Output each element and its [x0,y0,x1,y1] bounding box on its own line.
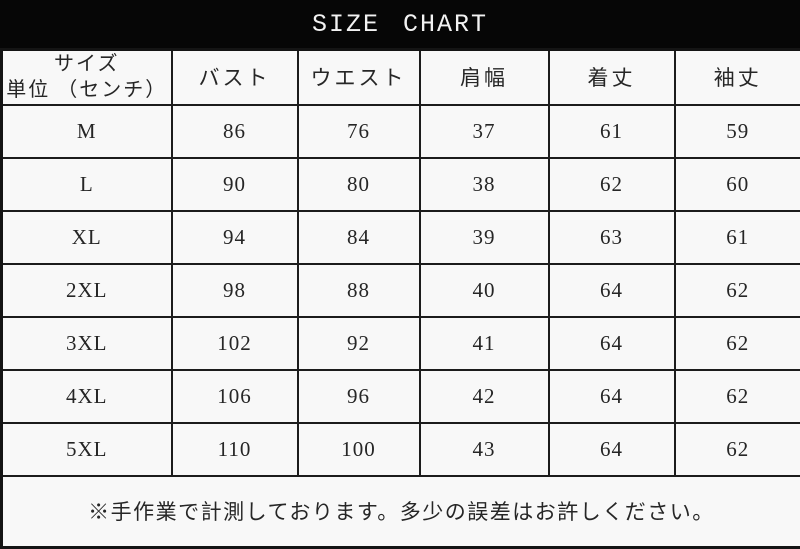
waist-value-cell: 92 [298,317,420,370]
waist-value-cell: 96 [298,370,420,423]
shoulder-value-cell: 40 [420,264,549,317]
bust-value-cell: 86 [172,105,298,158]
size-label-cell: 4XL [2,370,172,423]
column-header-0: バスト [172,50,298,105]
unit-header-label: 単位 （センチ） [3,77,171,103]
column-header-1: ウエスト [298,50,420,105]
column-header-4: 袖丈 [675,50,800,105]
size-unit-header: サイズ 単位 （センチ） [2,50,172,105]
column-header-2: 肩幅 [420,50,549,105]
bust-value-cell: 106 [172,370,298,423]
length-value-cell: 61 [549,105,675,158]
shoulder-value-cell: 38 [420,158,549,211]
size-label-cell: L [2,158,172,211]
header-row: サイズ 単位 （センチ） バストウエスト肩幅着丈袖丈 [2,50,800,105]
size-header-label: サイズ [3,51,171,77]
sleeve-value-cell: 59 [675,105,800,158]
size-label-cell: XL [2,211,172,264]
length-value-cell: 64 [549,264,675,317]
shoulder-value-cell: 39 [420,211,549,264]
waist-value-cell: 80 [298,158,420,211]
length-value-cell: 64 [549,423,675,476]
footer-note: ※手作業で計測しております。多少の誤差はお許しください。 [2,476,800,548]
footer-row: ※手作業で計測しております。多少の誤差はお許しください。 [2,476,800,548]
bust-value-cell: 94 [172,211,298,264]
length-value-cell: 62 [549,158,675,211]
sleeve-value-cell: 60 [675,158,800,211]
sleeve-value-cell: 62 [675,317,800,370]
waist-value-cell: 88 [298,264,420,317]
shoulder-value-cell: 42 [420,370,549,423]
sleeve-value-cell: 61 [675,211,800,264]
sleeve-value-cell: 62 [675,264,800,317]
size-label-cell: 3XL [2,317,172,370]
shoulder-value-cell: 41 [420,317,549,370]
bust-value-cell: 98 [172,264,298,317]
size-label-cell: 5XL [2,423,172,476]
title-bar: SIZE CHART [0,0,800,48]
size-label-cell: 2XL [2,264,172,317]
length-value-cell: 63 [549,211,675,264]
bust-value-cell: 90 [172,158,298,211]
bust-value-cell: 102 [172,317,298,370]
length-value-cell: 64 [549,370,675,423]
length-value-cell: 64 [549,317,675,370]
sleeve-value-cell: 62 [675,423,800,476]
bust-value-cell: 110 [172,423,298,476]
waist-value-cell: 76 [298,105,420,158]
sleeve-value-cell: 62 [675,370,800,423]
column-header-3: 着丈 [549,50,675,105]
size-label-cell: M [2,105,172,158]
waist-value-cell: 84 [298,211,420,264]
shoulder-value-cell: 43 [420,423,549,476]
chart-title: SIZE CHART [312,10,488,39]
waist-value-cell: 100 [298,423,420,476]
shoulder-value-cell: 37 [420,105,549,158]
